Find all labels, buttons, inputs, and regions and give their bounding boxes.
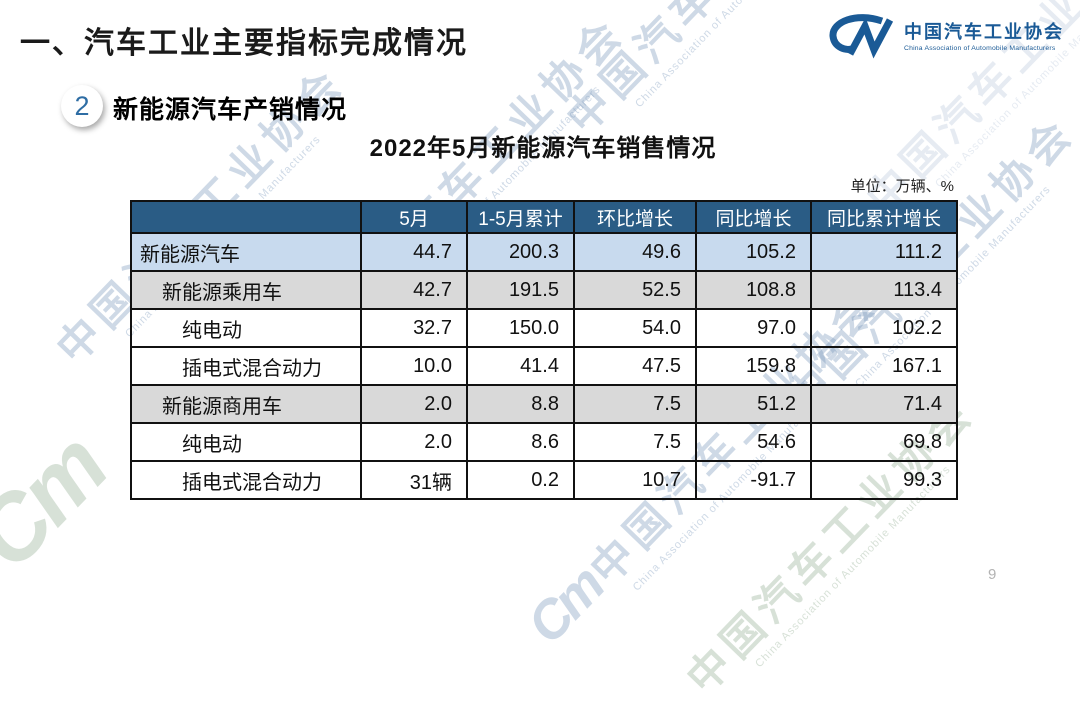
caam-logo-name-en: China Association of Automobile Manufact… [904, 45, 1056, 53]
cell-value: 71.4 [810, 384, 958, 424]
row-label: 纯电动 [130, 422, 362, 462]
table-row: 插电式混合动力 31辆 0.2 10.7 -91.7 99.3 [130, 460, 958, 500]
cell-value: 31辆 [360, 460, 468, 500]
row-label: 插电式混合动力 [130, 346, 362, 386]
table-row: 纯电动 32.7 150.0 54.0 97.0 102.2 [130, 308, 958, 348]
cell-value: 97.0 [695, 308, 812, 348]
cell-value: 54.0 [573, 308, 697, 348]
cell-value: 41.4 [466, 346, 575, 386]
column-header: 1-5月累计 [466, 200, 575, 234]
row-label: 新能源汽车 [130, 232, 362, 272]
nev-sales-table: 5月 1-5月累计 环比增长 同比增长 同比累计增长 新能源汽车 44.7 200.3 49.… [130, 200, 958, 500]
table-row: 新能源商用车 2.0 8.8 7.5 51.2 71.4 [130, 384, 958, 424]
table-block: 2022年5月新能源汽车销售情况 单位：万辆、% 5月 1-5月累计 环比增长 同比增… [130, 128, 958, 500]
column-header: 环比增长 [573, 200, 697, 234]
column-header: 同比累计增长 [810, 200, 958, 234]
column-header: 5月 [360, 200, 468, 234]
caam-logo: 中国汽车工业协会 China Association of Automobile… [826, 14, 1064, 60]
cell-value: 10.7 [573, 460, 697, 500]
caam-logo-name-cn: 中国汽车工业协会 [904, 21, 1064, 42]
cell-value: 51.2 [695, 384, 812, 424]
cell-value: 108.8 [695, 270, 812, 310]
watermark-cm-icon: Cm [515, 556, 615, 655]
table-row: 纯电动 2.0 8.6 7.5 54.6 69.8 [130, 422, 958, 462]
page-title: 一、汽车工业主要指标完成情况 [20, 27, 468, 60]
cell-value: 8.8 [466, 384, 575, 424]
cell-value: 42.7 [360, 270, 468, 310]
cell-value: 7.5 [573, 422, 697, 462]
cell-value: 2.0 [360, 422, 468, 462]
unit-note: 单位：万辆、% [850, 178, 954, 195]
cell-value: 159.8 [695, 346, 812, 386]
column-header: 同比增长 [695, 200, 812, 234]
watermark-cm-icon: Cm [0, 416, 126, 589]
cell-value: 7.5 [573, 384, 697, 424]
table-row: 新能源乘用车 42.7 191.5 52.5 108.8 113.4 [130, 270, 958, 310]
cell-value: 10.0 [360, 346, 468, 386]
cell-value: 150.0 [466, 308, 575, 348]
table-row: 新能源汽车 44.7 200.3 49.6 105.2 111.2 [130, 232, 958, 272]
cell-value: 2.0 [360, 384, 468, 424]
cell-value: 47.5 [573, 346, 697, 386]
row-label: 新能源商用车 [130, 384, 362, 424]
cell-value: 113.4 [810, 270, 958, 310]
cell-value: 191.5 [466, 270, 575, 310]
cell-value: 54.6 [695, 422, 812, 462]
cell-value: 99.3 [810, 460, 958, 500]
cell-value: -91.7 [695, 460, 812, 500]
section-title: 新能源汽车产销情况 [113, 96, 348, 124]
table-title: 2022年5月新能源汽车销售情况 [369, 135, 717, 162]
cell-value: 111.2 [810, 232, 958, 272]
table-row: 插电式混合动力 10.0 41.4 47.5 159.8 167.1 [130, 346, 958, 386]
watermark-text: Cm [0, 416, 127, 590]
page-number: 9 [988, 566, 997, 583]
column-header [130, 200, 362, 234]
row-label: 插电式混合动力 [130, 460, 362, 500]
cell-value: 167.1 [810, 346, 958, 386]
caam-logo-icon [826, 14, 896, 60]
cell-value: 0.2 [466, 460, 575, 500]
table-body: 新能源汽车 44.7 200.3 49.6 105.2 111.2 新能源乘用车 42.7 19… [130, 232, 958, 500]
cell-value: 52.5 [573, 270, 697, 310]
cell-value: 8.6 [466, 422, 575, 462]
table-header-row: 5月 1-5月累计 环比增长 同比增长 同比累计增长 [130, 200, 958, 234]
section-number-badge: 2 [61, 85, 103, 127]
cell-value: 105.2 [695, 232, 812, 272]
cell-value: 69.8 [810, 422, 958, 462]
row-label: 新能源乘用车 [130, 270, 362, 310]
cell-value: 32.7 [360, 308, 468, 348]
cell-value: 200.3 [466, 232, 575, 272]
cell-value: 102.2 [810, 308, 958, 348]
cell-value: 44.7 [360, 232, 468, 272]
cell-value: 49.6 [573, 232, 697, 272]
row-label: 纯电动 [130, 308, 362, 348]
